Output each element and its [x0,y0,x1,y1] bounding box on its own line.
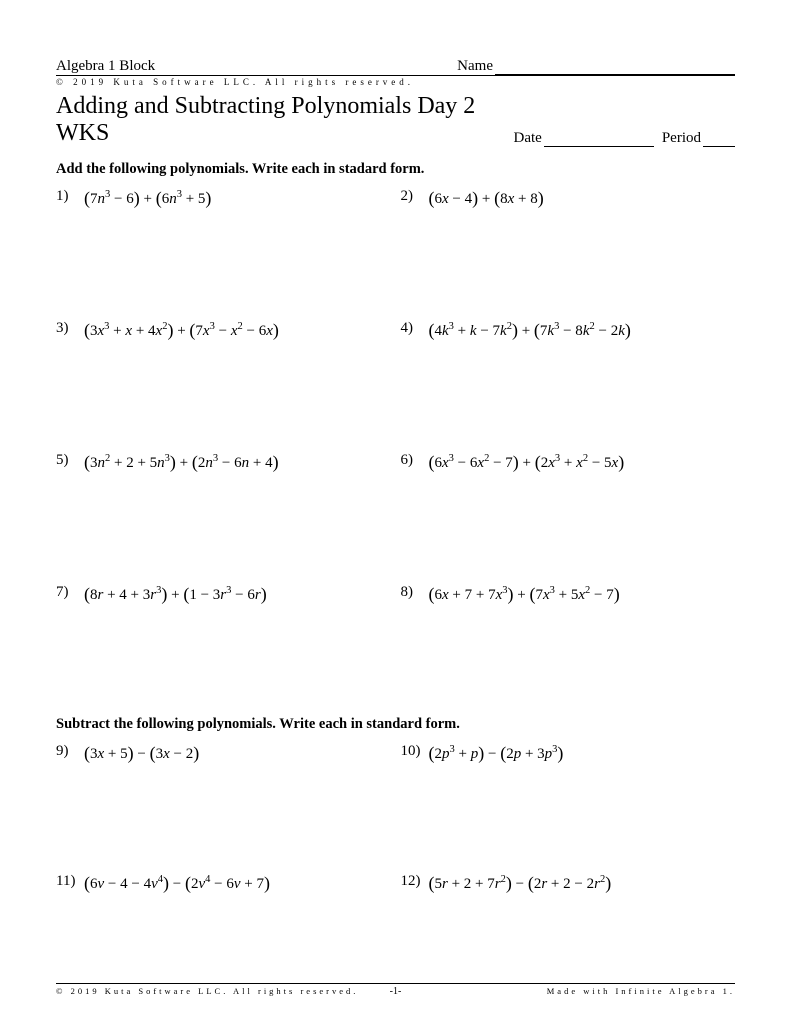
problem: 3) (3x3 + x + 4x2) + (7x3 − x2 − 6x) [56,320,391,340]
problem-number: 8) [401,584,423,601]
footer-copyright: © 2019 Kuta Software LLC. All rights res… [56,986,358,996]
course-name: Algebra 1 Block [56,58,155,75]
problem-expression: (6v − 4 − 4v4) − (2v4 − 6v + 7) [84,873,270,893]
section2-instructions: Subtract the following polynomials. Writ… [56,716,735,733]
name-blank-line[interactable] [495,61,735,75]
date-label: Date [514,130,542,147]
problem-expression: (3x3 + x + 4x2) + (7x3 − x2 − 6x) [84,320,279,340]
problem-expression: (3x + 5) − (3x − 2) [84,743,199,763]
problem-number: 10) [401,743,423,760]
problem-expression: (3n2 + 2 + 5n3) + (2n3 − 6n + 4) [84,452,279,472]
problem: 2) (6x − 4) + (8x + 8) [401,188,736,208]
problem: 8) (6x + 7 + 7x3) + (7x3 + 5x2 − 7) [401,584,736,604]
problem-expression: (6x − 4) + (8x + 8) [429,188,544,208]
section1-problems: 1) (7n3 − 6) + (6n3 + 5) 2) (6x − 4) + (8x … [56,188,735,604]
copyright-top: © 2019 Kuta Software LLC. All rights res… [56,76,735,89]
title-row: Adding and Subtracting Polynomials Day 2… [56,93,735,147]
period-label: Period [662,130,701,147]
problem-number: 11) [56,873,78,890]
problem-expression: (6x3 − 6x2 − 7) + (2x3 + x2 − 5x) [429,452,625,472]
problem-number: 1) [56,188,78,205]
section2-problems: 9) (3x + 5) − (3x − 2) 10) (2p3 + p) − (2p … [56,743,735,893]
name-label: Name [457,58,493,75]
problem-expression: (7n3 − 6) + (6n3 + 5) [84,188,211,208]
worksheet-title: Adding and Subtracting Polynomials Day 2… [56,93,514,147]
problem: 12) (5r + 2 + 7r2) − (2r + 2 − 2r2) [401,873,736,893]
problem-number: 12) [401,873,423,890]
problem-number: 3) [56,320,78,337]
period-blank-line[interactable] [703,133,735,147]
section2: Subtract the following polynomials. Writ… [56,716,735,893]
header-row: Algebra 1 Block Name [56,58,735,76]
name-field: Name [457,58,735,75]
date-blank-line[interactable] [544,133,654,147]
problem-number: 6) [401,452,423,469]
problem-number: 9) [56,743,78,760]
problem: 9) (3x + 5) − (3x − 2) [56,743,391,763]
problem-number: 2) [401,188,423,205]
problem: 7) (8r + 4 + 3r3) + (1 − 3r3 − 6r) [56,584,391,604]
problem-expression: (8r + 4 + 3r3) + (1 − 3r3 − 6r) [84,584,267,604]
problem: 6) (6x3 − 6x2 − 7) + (2x3 + x2 − 5x) [401,452,736,472]
problem-number: 5) [56,452,78,469]
problem: 4) (4k3 + k − 7k2) + (7k3 − 8k2 − 2k) [401,320,736,340]
problem-expression: (6x + 7 + 7x3) + (7x3 + 5x2 − 7) [429,584,620,604]
footer-page-number: -1- [390,986,402,997]
footer: © 2019 Kuta Software LLC. All rights res… [56,983,735,996]
problem: 5) (3n2 + 2 + 5n3) + (2n3 − 6n + 4) [56,452,391,472]
problem: 11) (6v − 4 − 4v4) − (2v4 − 6v + 7) [56,873,391,893]
footer-made-with: Made with Infinite Algebra 1. [547,986,735,996]
problem: 1) (7n3 − 6) + (6n3 + 5) [56,188,391,208]
worksheet-page: Algebra 1 Block Name © 2019 Kuta Softwar… [0,0,791,893]
problem-number: 7) [56,584,78,601]
problem-expression: (2p3 + p) − (2p + 3p3) [429,743,564,763]
problem-expression: (5r + 2 + 7r2) − (2r + 2 − 2r2) [429,873,612,893]
problem-number: 4) [401,320,423,337]
date-period-fields: Date Period [514,130,736,147]
problem: 10) (2p3 + p) − (2p + 3p3) [401,743,736,763]
section1-instructions: Add the following polynomials. Write eac… [56,161,735,178]
problem-expression: (4k3 + k − 7k2) + (7k3 − 8k2 − 2k) [429,320,631,340]
